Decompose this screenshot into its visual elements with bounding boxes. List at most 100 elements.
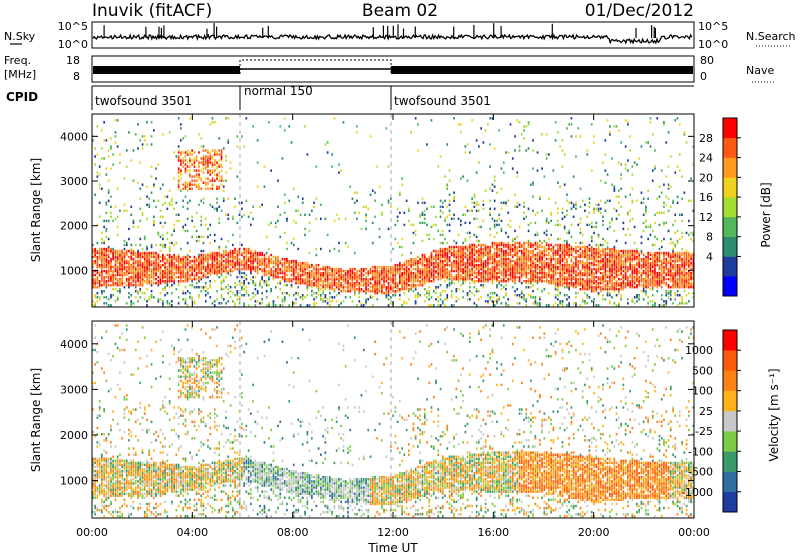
range-cell (507, 263, 510, 267)
range-cell (308, 263, 311, 267)
range-cell (444, 271, 446, 275)
range-cell (101, 261, 103, 265)
range-cell (611, 219, 613, 223)
range-cell (335, 276, 338, 279)
range-cell (301, 280, 304, 283)
range-cell (137, 278, 139, 281)
range-cell (164, 286, 166, 289)
range-cell (475, 263, 478, 267)
range-cell (306, 294, 309, 297)
range-cell (471, 249, 473, 253)
range-cell (520, 261, 523, 265)
range-cell (96, 125, 99, 128)
range-cell (624, 145, 627, 148)
range-cell (559, 245, 561, 249)
range-cell (137, 267, 139, 271)
range-cell (157, 233, 160, 237)
range-cell (180, 257, 182, 261)
range-cell (101, 276, 103, 279)
range-cell (216, 269, 218, 273)
range-cell (168, 257, 171, 261)
range-cell (162, 203, 164, 207)
range-cell (311, 271, 313, 275)
range-cell (295, 276, 297, 279)
range-cell (200, 278, 203, 281)
range-cell (259, 261, 261, 265)
range-cell (112, 288, 114, 291)
range-cell (114, 263, 117, 267)
range-cell (471, 292, 473, 295)
range-cell (466, 278, 469, 281)
range-cell (581, 245, 584, 249)
range-cell (613, 282, 616, 285)
range-cell (125, 269, 128, 273)
range-cell (317, 282, 320, 285)
range-cell (184, 185, 187, 188)
range-cell (430, 304, 433, 307)
range-cell (541, 263, 543, 267)
range-cell (225, 267, 227, 271)
range-cell (324, 294, 327, 297)
range-cell (349, 273, 352, 277)
range-cell (484, 251, 487, 255)
range-cell (421, 280, 424, 283)
range-cell (527, 280, 530, 283)
range-cell (128, 131, 130, 134)
range-cell (462, 278, 464, 281)
range-cell (335, 286, 338, 289)
range-cell (609, 125, 611, 128)
range-cell (274, 263, 277, 267)
range-cell (132, 273, 135, 277)
range-cell (500, 261, 503, 265)
range-cell (428, 257, 431, 261)
range-cell (570, 253, 573, 257)
range-cell (211, 163, 214, 166)
range-cell (469, 278, 471, 281)
range-cell (507, 243, 510, 247)
range-cell (173, 282, 175, 285)
range-cell (225, 251, 227, 255)
range-cell (283, 257, 286, 261)
range-cell (286, 219, 288, 223)
range-cell (561, 304, 564, 307)
range-cell (417, 201, 419, 205)
range-cell (450, 269, 453, 273)
range-cell (609, 263, 611, 267)
range-cell (137, 276, 139, 279)
range-cell (561, 302, 564, 305)
range-cell (464, 267, 467, 271)
range-cell (606, 288, 609, 291)
range-cell (301, 271, 304, 275)
range-cell (469, 245, 471, 249)
range-cell (290, 278, 293, 281)
range-cell (516, 119, 519, 122)
range-cell (254, 253, 257, 257)
range-cell (586, 149, 589, 152)
range-cell (317, 286, 320, 289)
range-cell (227, 141, 230, 144)
range-cell (561, 267, 564, 271)
range-cell (563, 271, 566, 275)
range-cell (198, 276, 200, 279)
range-cell (516, 271, 519, 275)
range-cell (615, 209, 618, 213)
range-cell (286, 259, 288, 263)
range-cell (539, 257, 541, 261)
range-cell (272, 261, 275, 265)
range-cell (469, 269, 471, 273)
range-cell (281, 257, 284, 261)
range-cell (613, 276, 616, 279)
range-cell (487, 263, 489, 267)
range-cell (134, 284, 137, 287)
range-cell (243, 255, 245, 259)
range-cell (107, 259, 110, 263)
range-cell (116, 259, 119, 263)
range-cell (412, 259, 415, 263)
range-cell (193, 157, 196, 160)
cpid-row: CPID twofsound 3501 normal 150 twofsound… (6, 84, 694, 110)
range-cell (150, 273, 153, 277)
range-cell (177, 149, 180, 152)
range-cell (586, 296, 589, 299)
range-cell (599, 267, 602, 271)
range-cell (369, 290, 372, 293)
